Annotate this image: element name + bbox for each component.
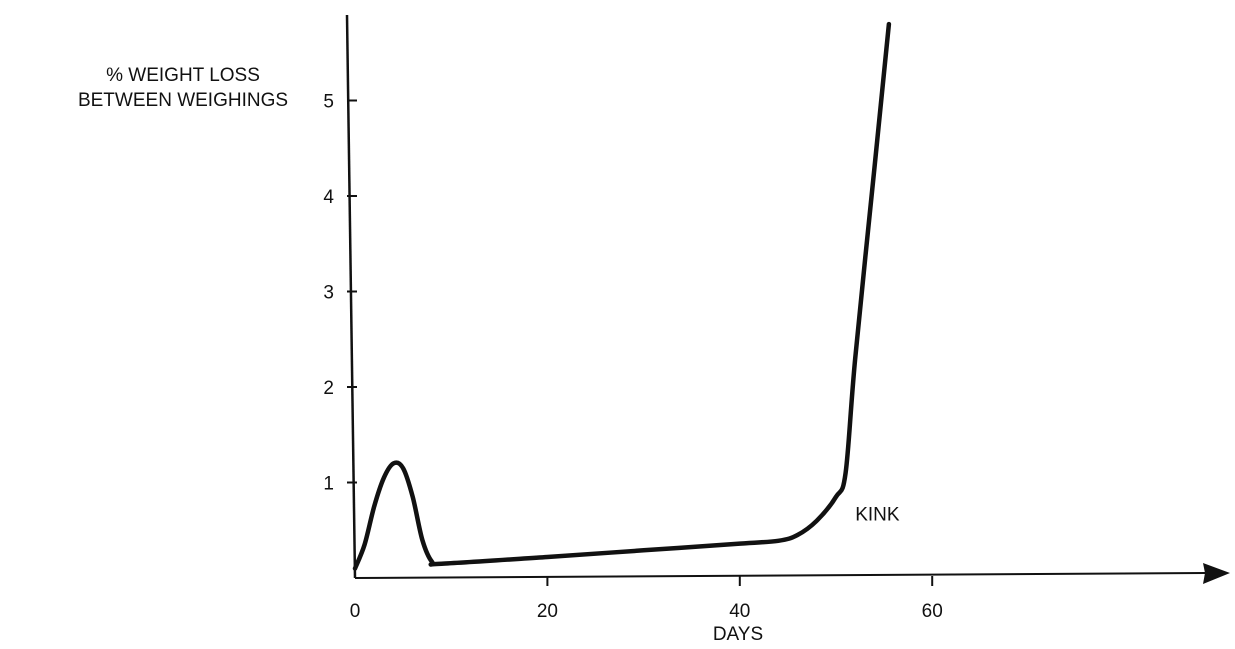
y-tick-label-5: 5 [323, 92, 334, 113]
y-tick-label-3: 3 [323, 283, 334, 304]
y-tick-label-4: 4 [323, 187, 334, 208]
y-tick-label-2: 2 [323, 378, 334, 399]
x-axis-label: DAYS [713, 624, 763, 645]
x-axis-arrowhead [1203, 563, 1230, 584]
ticks: 1 2 3 4 5 0 20 40 60 [323, 92, 942, 623]
x-tick-label-40: 40 [729, 601, 750, 622]
y-axis-label-line-2: BETWEEN WEIGHINGS [77, 90, 289, 111]
x-tick-label-20: 20 [537, 601, 558, 622]
axes [345, 14, 1230, 584]
x-axis-line [354, 572, 1206, 579]
y-tick-label-1: 1 [323, 474, 334, 495]
x-tick-label-60: 60 [922, 601, 943, 622]
series-line-0 [352, 21, 892, 571]
x-tick-label-0: 0 [350, 601, 361, 622]
y-axis-line [345, 14, 357, 579]
series-group [352, 21, 892, 571]
y-axis-label-line-1: % WEIGHT LOSS [106, 65, 260, 86]
kink-annotation: KINK [855, 505, 900, 526]
